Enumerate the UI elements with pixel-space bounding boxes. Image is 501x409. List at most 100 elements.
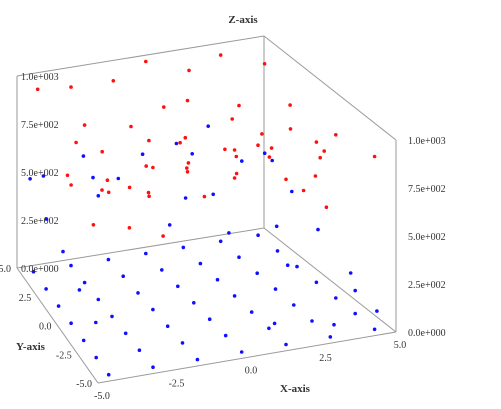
series-0-point-72 [262,151,267,155]
series-1-point-45 [183,135,188,140]
series-0-point-30 [136,291,140,295]
series-0-point-44 [106,257,111,262]
series-1-point-34 [262,62,267,66]
series-0-point-65 [94,320,98,325]
series-1-point-42 [237,103,241,108]
series-0-point-51 [316,227,320,232]
z-tick-label-back-3: 2.5e+002 [21,216,59,227]
series-1-point-11 [269,146,274,150]
series-0-point-63 [61,249,65,254]
series-0-point-66 [274,224,279,229]
series-0-point-67 [211,192,215,197]
series-0-point-73 [206,124,210,128]
y-tick-label-1: 2.5 [19,293,32,304]
series-0-point-29 [96,297,101,302]
z-tick-label-back-0: 1.0e+003 [21,72,59,83]
series-1-point-19 [267,155,272,159]
series-1-point-51 [260,132,264,136]
series-0-point-27 [314,280,319,285]
box-floor-left-edge [16,267,99,384]
series-1-point-41 [185,98,190,103]
series-1-point-21 [65,173,70,178]
series-1-point-1 [146,190,151,195]
series-1-point-23 [144,164,148,168]
series-1-point-32 [187,68,191,73]
series-0-point-26 [273,287,278,291]
series-0-point-47 [218,239,223,244]
series-0-point-76 [227,231,231,235]
z-tick-label-back-2: 5.0e+002 [21,168,59,179]
series-1-point-15 [105,178,110,182]
series-1-point-44 [301,188,306,193]
series-0-point-48 [256,233,260,237]
series-0-point-52 [290,189,294,194]
series-0-point-56 [240,159,244,163]
series-1-point-18 [232,148,237,152]
box-top-right-edge [263,35,397,141]
series-0-point-14 [81,338,86,343]
series-0-point-35 [44,287,48,291]
series-1-point-35 [91,223,96,227]
series-1-point-36 [127,185,132,190]
series-0-point-11 [267,326,271,331]
box-top-back-edge [16,35,265,77]
series-0-point-12 [310,319,314,323]
z-tick-label-right-1: 2.5e+002 [408,280,446,291]
series-0-point-68 [183,196,188,200]
series-1-point-39 [313,174,318,178]
series-0-point-37 [121,274,125,279]
series-0-point-71 [174,141,179,146]
series-0-point-25 [232,294,237,298]
series-1-point-6 [372,154,377,159]
series-0-point-40 [237,255,241,259]
series-1-point-50 [162,105,166,109]
series-1-point-0 [106,190,111,195]
series-0-point-69 [116,176,121,181]
series-1-point-4 [284,177,288,182]
series-0-point-16 [165,324,170,329]
series-0-point-9 [180,341,185,345]
series-1-point-38 [234,171,239,176]
series-0-point-0 [106,372,111,377]
series-0-point-36 [82,280,87,285]
z-tick-label-right-3: 7.5e+002 [408,184,446,195]
series-1-point-13 [334,133,338,137]
series-0-point-6 [372,327,377,332]
y-tick-label-2: 0.0 [39,322,52,333]
x-tick-label-4: 5.0 [394,340,407,351]
series-1-point-28 [35,87,40,92]
series-0-point-21 [69,321,73,326]
axes-box [16,35,397,384]
series-1-point-7 [100,188,104,192]
series-0-point-64 [77,288,82,292]
series-0-point-22 [110,314,114,319]
series-1-point-27 [288,127,293,131]
x-axis-title: X-axis [280,383,311,395]
series-0-point-46 [181,245,186,250]
series-0-point-75 [285,263,290,268]
series-0-point-70 [96,194,101,198]
series-0-point-31 [176,284,180,289]
z-axis-title: Z-axis [228,14,258,26]
series-0-point-10 [223,333,228,338]
series-1-point-22 [100,149,104,154]
series-1-point-29 [69,85,73,89]
series-0-point-53 [270,158,275,163]
box-floor-right-edge [263,227,397,333]
series-0-point-50 [348,271,353,275]
series-1-point-14 [69,183,73,187]
series-1-point-48 [288,103,292,107]
series-0-point-43 [69,263,73,268]
series-1-point-17 [186,161,191,165]
series-0-point-2 [195,357,200,362]
series-1-point-54 [161,234,165,238]
series-1-point-2 [185,170,190,174]
series-0-point-20 [334,296,338,300]
series-1-point-26 [256,143,260,147]
series-0-point-33 [255,271,259,276]
series-0-point-45 [144,251,148,256]
series-0-point-39 [198,261,203,266]
series-1-point-46 [230,117,234,121]
series-0-point-62 [44,217,49,221]
